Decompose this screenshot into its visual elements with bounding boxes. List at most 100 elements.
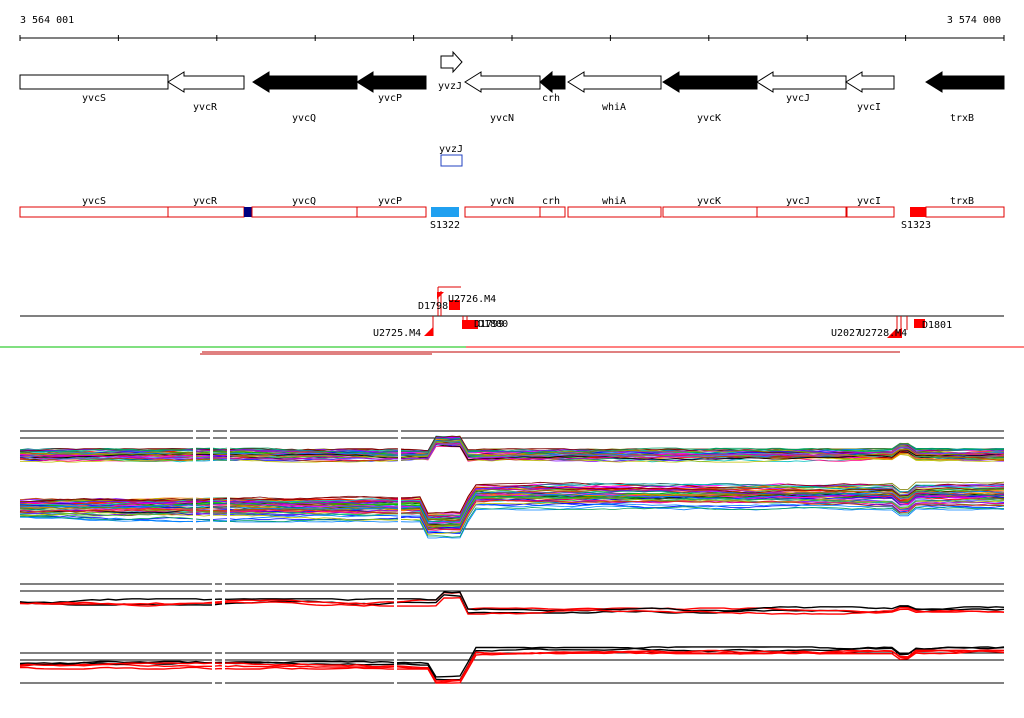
gene-yvcS[interactable]	[19, 74, 169, 90]
marker-track: U2726.M4 D1798 U2725.M4 D1799 D1800 U202…	[20, 286, 1004, 339]
gene-label-whiA: whiA	[602, 102, 626, 113]
marker-label-d1800: D1800	[478, 319, 508, 330]
segment-yvcK[interactable]	[662, 206, 758, 218]
gene-label-yvcQ: yvcQ	[292, 113, 316, 124]
gene-label-yvzJ: yvzJ	[438, 81, 462, 92]
segment-track: yvcS yvcR yvcQ yvcP S1322 yvcN crh whiA …	[19, 196, 1005, 231]
segment-label: whiA	[602, 196, 626, 207]
expression-trace	[19, 591, 1005, 612]
expression-trace	[19, 596, 1005, 615]
segment-label: crh	[542, 196, 560, 207]
expression-trace	[19, 649, 1005, 684]
marker-flag[interactable]	[892, 328, 902, 338]
small-feature-track: yvzJ	[439, 144, 463, 167]
segment-trxB[interactable]	[925, 206, 1005, 218]
expression-trace	[19, 442, 1005, 460]
marker-box-d1799[interactable]	[462, 320, 478, 329]
expression-traces-upper	[19, 435, 1005, 463]
segment-marker-label: S1323	[901, 220, 931, 231]
gene-label-yvcI: yvcI	[857, 102, 881, 113]
segment-label: yvcP	[378, 196, 402, 207]
expression-trace	[19, 495, 1005, 530]
gene-yvcN[interactable]	[464, 71, 541, 93]
expression-trace	[19, 646, 1005, 678]
marker-flag[interactable]	[437, 292, 444, 299]
expression-trace	[19, 493, 1005, 525]
gene-crh[interactable]	[539, 70, 566, 94]
expression-traces-lower-summary	[19, 646, 1005, 684]
gene-label-yvcN: yvcN	[490, 113, 514, 124]
segment-label: yvcN	[490, 196, 514, 207]
segment-label: yvcR	[193, 196, 218, 207]
expression-trace	[19, 490, 1005, 523]
small-feature-label: yvzJ	[439, 144, 463, 155]
expression-trace	[19, 498, 1005, 535]
gene-yvzJ[interactable]	[440, 50, 463, 74]
segment-label: trxB	[950, 196, 974, 207]
expression-trace	[19, 506, 1005, 538]
marker-label-u2726: U2726.M4	[448, 294, 496, 305]
marker-box-d1798[interactable]	[449, 300, 460, 310]
gene-label-yvcS: yvcS	[82, 93, 106, 104]
marker-box-d1801[interactable]	[914, 319, 925, 328]
expression-trace	[19, 499, 1005, 531]
segment-label: yvcJ	[786, 196, 810, 207]
expression-trace	[19, 437, 1005, 454]
segment-yvcQ[interactable]	[251, 206, 358, 218]
segment-label: yvcQ	[292, 196, 316, 207]
segment-yvcP[interactable]	[356, 206, 427, 218]
gene-track: yvcS yvcR yvcQ yvcP yvzJ yvcN crh whiA y…	[19, 50, 1005, 124]
segment-marker-s1323[interactable]	[910, 207, 926, 217]
segment-label: yvcK	[697, 196, 721, 207]
gene-label-yvcR: yvcR	[193, 102, 218, 113]
gene-yvcR[interactable]	[167, 71, 245, 93]
expression-traces-lower	[19, 481, 1005, 539]
expression-trace	[19, 496, 1005, 529]
marker-label-u2027: U2027	[831, 328, 861, 339]
expression-trace	[19, 435, 1005, 456]
ruler-ticks	[19, 35, 1005, 41]
gene-label-yvcJ: yvcJ	[786, 93, 810, 104]
expression-trace	[19, 490, 1005, 526]
expression-trace	[19, 484, 1005, 514]
marker-label-d1801: D1801	[922, 320, 952, 331]
segment-whiA[interactable]	[567, 206, 662, 218]
segment-yvcJ[interactable]	[756, 206, 847, 218]
marker-flag[interactable]	[424, 327, 433, 336]
gene-label-trxB: trxB	[950, 113, 974, 124]
expression-trace	[19, 498, 1005, 535]
gene-yvcK[interactable]	[662, 71, 758, 93]
marker-label-d1798: D1798	[418, 301, 448, 312]
segment-label: yvcS	[82, 196, 106, 207]
segment-marker-navy[interactable]	[244, 207, 252, 217]
small-feature-box[interactable]	[440, 154, 463, 167]
start-coordinate: 3 564 001	[20, 15, 74, 26]
coordinate-ruler: 3 564 001 3 574 000	[19, 15, 1005, 41]
expression-trace	[19, 503, 1005, 534]
segment-yvcS[interactable]	[19, 206, 169, 218]
gene-label-crh: crh	[542, 93, 560, 104]
segment-yvcI[interactable]	[846, 206, 895, 218]
expression-traces-upper-summary	[19, 591, 1005, 615]
expression-panel-top	[19, 430, 1005, 539]
data-gaps	[193, 428, 401, 686]
marker-label-u2725: U2725.M4	[373, 328, 421, 339]
gene-label-yvcP: yvcP	[378, 93, 402, 104]
segment-marker-label: S1322	[430, 220, 460, 231]
expression-panel-bottom	[19, 583, 1005, 684]
gene-yvcP[interactable]	[356, 71, 427, 93]
segment-crh[interactable]	[539, 206, 566, 218]
gene-label-yvcK: yvcK	[697, 113, 721, 124]
marker-label-d1799: D1799	[474, 319, 504, 330]
gene-yvcQ[interactable]	[252, 71, 358, 93]
gene-yvcJ[interactable]	[756, 71, 847, 93]
gene-whiA[interactable]	[567, 71, 662, 93]
segment-yvcR[interactable]	[167, 206, 245, 218]
expression-trace	[19, 649, 1004, 684]
gene-trxB[interactable]	[925, 71, 1005, 93]
segment-label: yvcI	[857, 196, 881, 207]
segment-yvcN[interactable]	[464, 206, 541, 218]
segment-marker-s1322[interactable]	[431, 207, 459, 217]
gene-yvcI[interactable]	[845, 71, 895, 93]
